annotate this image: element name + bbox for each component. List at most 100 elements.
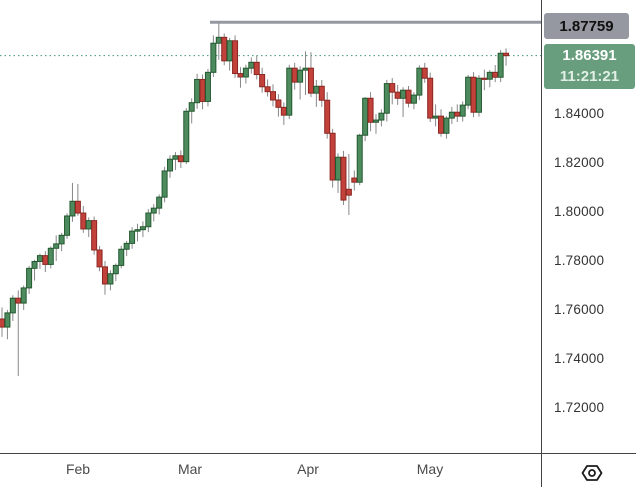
candle-up [242, 67, 249, 78]
candle-down [0, 318, 5, 328]
candle-up [448, 111, 455, 119]
candle-up [107, 273, 114, 285]
candle-down [318, 85, 325, 101]
candle-up [378, 112, 385, 121]
candle-up [383, 83, 390, 114]
candle-up [31, 260, 38, 269]
candle-up [156, 196, 163, 209]
candle-up [335, 156, 342, 181]
candle-down [421, 67, 428, 79]
price-tick-label: 1.72000 [554, 399, 605, 415]
candle-down [275, 99, 282, 108]
chart-settings-button[interactable] [579, 463, 605, 483]
candle-down [74, 200, 81, 214]
candle-up [150, 207, 157, 214]
candle-up [297, 69, 304, 83]
candle-down [253, 61, 260, 76]
candle-up [410, 94, 417, 104]
candle-up [465, 76, 472, 106]
candle-down [454, 111, 461, 117]
candle-up [356, 134, 363, 183]
price-tick-label: 1.80000 [554, 204, 605, 220]
candle-up [443, 117, 450, 134]
candle-down [340, 156, 347, 201]
candle-down [438, 115, 445, 134]
candle-up [215, 36, 222, 44]
candle-up [183, 110, 190, 163]
price-axis-border [541, 0, 542, 487]
candle-up [20, 287, 27, 304]
candle-up [313, 85, 320, 94]
candle-down [492, 71, 499, 78]
candle-up [64, 215, 71, 236]
time-axis-label: May [416, 461, 444, 477]
candle-down [405, 89, 412, 104]
candle-up [167, 158, 174, 172]
candle-up [129, 230, 136, 244]
candle-up [123, 242, 130, 250]
candle-up [47, 247, 54, 265]
candle-up [145, 212, 152, 228]
candle-up [486, 71, 493, 80]
candle-up [286, 67, 293, 116]
candle-down [503, 52, 510, 57]
candle-up [210, 42, 217, 73]
price-tick-label: 1.84000 [554, 106, 605, 122]
candle-up [248, 61, 255, 69]
candle-up [134, 229, 141, 232]
time-axis[interactable]: Feb Mar Apr May [0, 454, 636, 487]
candle-down [91, 220, 98, 251]
price-tick-label: 1.76000 [554, 301, 605, 317]
candle-up [4, 312, 11, 328]
candle-down [291, 67, 298, 83]
hexagon-eye-icon [581, 465, 603, 481]
time-axis-label: Apr [297, 461, 319, 477]
price-tick-label: 1.78000 [554, 253, 605, 268]
candle-down [427, 77, 434, 119]
candle-down [199, 78, 206, 102]
candle-down [264, 86, 271, 93]
candle-up [204, 71, 211, 102]
price-tick-label: 1.82000 [554, 155, 605, 171]
candle-up [226, 40, 233, 62]
last-price-value: 1.86391 [562, 47, 617, 65]
candle-up [69, 200, 76, 217]
candle-down [394, 91, 401, 99]
candle-up [112, 264, 119, 275]
candle-down [329, 132, 336, 181]
candle-down [270, 91, 276, 101]
candle-up [118, 248, 125, 266]
price-tick-label: 1.74000 [554, 350, 605, 366]
candle-down [101, 266, 108, 285]
time-axis-border [0, 453, 636, 454]
candle-down [15, 297, 22, 304]
candle-up [9, 297, 16, 314]
candle-down [96, 249, 103, 268]
candle-up [53, 243, 60, 249]
candle-up [161, 170, 168, 198]
candle-down [237, 73, 244, 78]
candle-down [80, 212, 87, 230]
candle-up [475, 77, 482, 113]
candle-up [58, 234, 65, 245]
candle-down [259, 74, 266, 88]
candle-down [177, 155, 184, 163]
candle-down [324, 99, 331, 134]
candle-down [232, 40, 239, 75]
candle-up [188, 102, 195, 112]
candle-up [302, 67, 309, 71]
candle-down [42, 255, 49, 265]
candle-down [389, 83, 396, 93]
candle-up [26, 267, 33, 289]
candle-up [400, 89, 407, 99]
candle-up [85, 220, 92, 230]
time-axis-label: Feb [65, 461, 91, 477]
price-axis[interactable]: 1.87759 1.86391 11:21:21 1.84000 1.82000 1… [542, 0, 636, 453]
time-axis-label: Mar [177, 461, 203, 477]
candlestick-chart[interactable] [0, 0, 541, 453]
candle-down [470, 76, 477, 113]
candle-up [416, 67, 423, 96]
last-price-label: 1.86391 11:21:21 [544, 43, 635, 89]
candle-down [345, 188, 352, 196]
